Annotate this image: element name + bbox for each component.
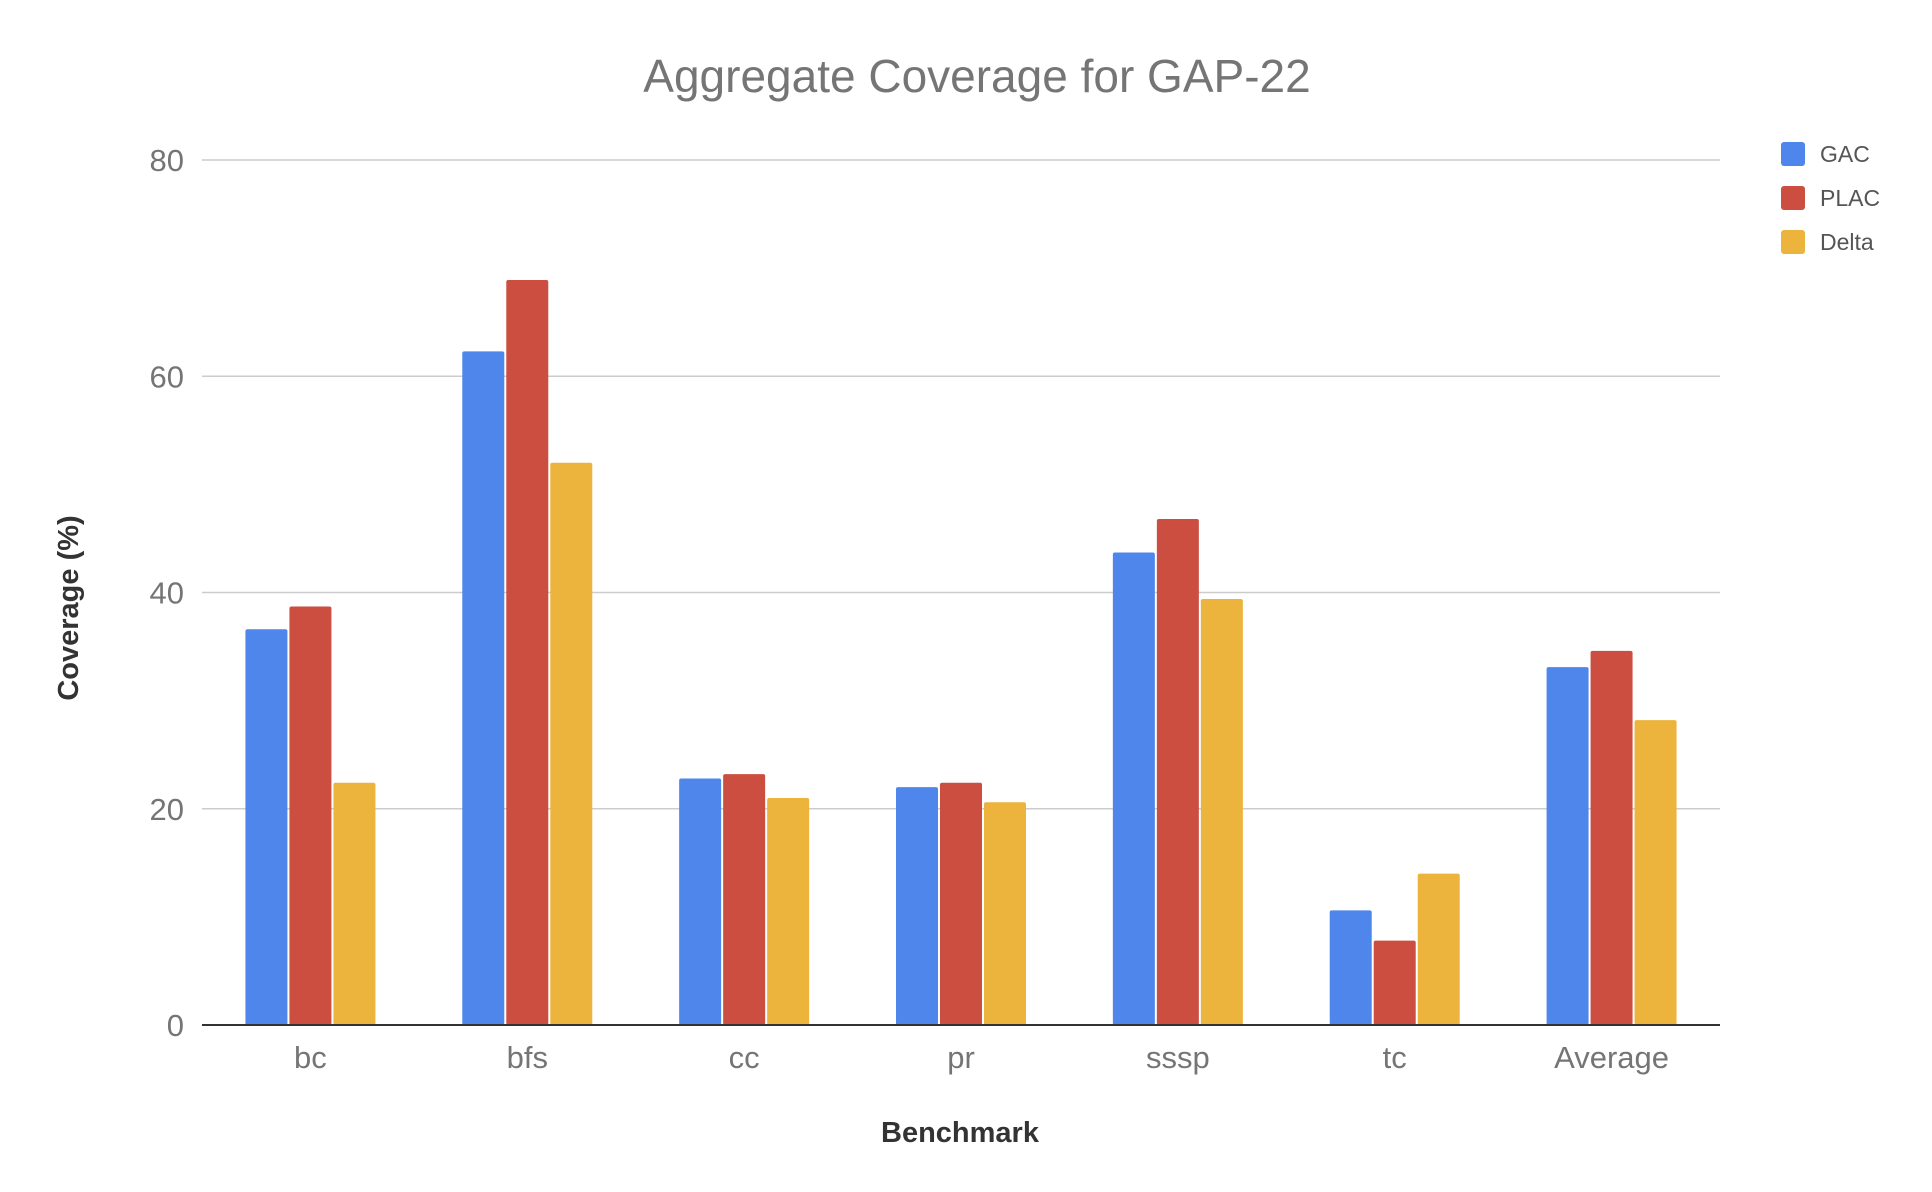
x-tick-label: pr <box>947 1040 975 1075</box>
bar-delta-cc <box>767 797 810 1025</box>
y-axis-ticks: 0 20 40 60 80 <box>150 143 184 1043</box>
bar-gac-tc <box>1329 910 1372 1025</box>
y-tick-label: 40 <box>150 576 184 611</box>
bar-delta-sssp <box>1200 598 1243 1025</box>
bar-gac-average <box>1546 667 1589 1025</box>
x-tick-label: bc <box>294 1040 327 1075</box>
x-tick-label: tc <box>1383 1040 1407 1075</box>
bar-delta-average <box>1634 720 1677 1025</box>
x-tick-label: bfs <box>507 1040 548 1075</box>
bar-plac-bfs <box>506 280 549 1025</box>
bar-plac-tc <box>1373 940 1416 1025</box>
bars <box>245 280 1677 1026</box>
legend-swatch-gac <box>1781 142 1805 166</box>
bar-gac-cc <box>679 778 722 1025</box>
gridlines <box>202 159 1720 810</box>
y-tick-label: 60 <box>150 359 184 394</box>
bar-plac-sssp <box>1156 518 1199 1025</box>
y-axis-label: Coverage (%) <box>53 515 85 700</box>
y-tick-label: 80 <box>150 143 184 178</box>
bar-plac-average <box>1590 650 1633 1025</box>
legend-swatch-plac <box>1781 186 1805 210</box>
bar-gac-bc <box>245 629 288 1025</box>
bar-gac-bfs <box>462 351 505 1026</box>
y-tick-label: 0 <box>167 1008 184 1043</box>
bar-plac-bc <box>289 606 332 1025</box>
legend-label-delta: Delta <box>1820 229 1874 255</box>
x-tick-label: Average <box>1554 1040 1669 1075</box>
legend-label-gac: GAC <box>1820 141 1870 167</box>
x-axis-label: Benchmark <box>881 1117 1040 1149</box>
bar-gac-sssp <box>1112 552 1155 1025</box>
y-tick-label: 20 <box>150 792 184 827</box>
chart-title: Aggregate Coverage for GAP-22 <box>643 50 1310 102</box>
legend-swatch-delta <box>1781 230 1805 254</box>
x-tick-label: sssp <box>1146 1040 1210 1075</box>
x-axis-ticks: bc bfs cc pr sssp tc Average <box>294 1040 1669 1075</box>
bar-gac-pr <box>896 787 938 1025</box>
legend: GAC PLAC Delta <box>1781 141 1880 255</box>
bar-plac-pr <box>940 782 982 1025</box>
bar-delta-tc <box>1417 873 1460 1025</box>
bar-delta-pr <box>984 802 1026 1025</box>
x-tick-label: cc <box>729 1040 760 1075</box>
bar-plac-cc <box>723 774 766 1025</box>
bar-delta-bc <box>333 782 376 1025</box>
legend-label-plac: PLAC <box>1820 185 1880 211</box>
bar-delta-bfs <box>550 462 593 1025</box>
